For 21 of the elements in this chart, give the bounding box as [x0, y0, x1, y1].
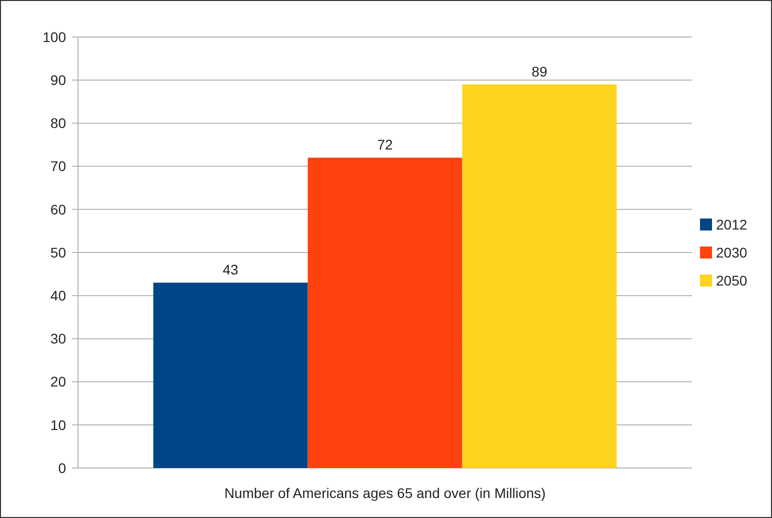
x-axis-title: Number of Americans ages 65 and over (in Millions) [224, 485, 546, 501]
y-tick-label: 30 [50, 330, 66, 347]
legend-label: 2050 [716, 272, 748, 288]
bar [308, 158, 462, 468]
y-tick-label: 10 [50, 416, 66, 433]
y-tick-label: 40 [50, 288, 66, 304]
y-tick-label: 20 [50, 374, 66, 390]
y-tick-label: 100 [42, 28, 66, 45]
bar [153, 282, 308, 468]
legend-label: 2012 [716, 216, 748, 232]
y-tick-label: 80 [50, 115, 66, 132]
legend-label: 2030 [716, 244, 748, 260]
data-label: 72 [377, 136, 393, 153]
y-tick-label: 70 [50, 158, 66, 174]
y-tick-label: 60 [50, 201, 66, 218]
bar [462, 84, 617, 468]
data-label: 43 [222, 262, 239, 278]
y-tick-label: 90 [50, 72, 66, 88]
y-tick-label: 0 [58, 460, 66, 476]
data-label: 89 [532, 63, 548, 80]
y-tick-label: 50 [50, 244, 66, 260]
